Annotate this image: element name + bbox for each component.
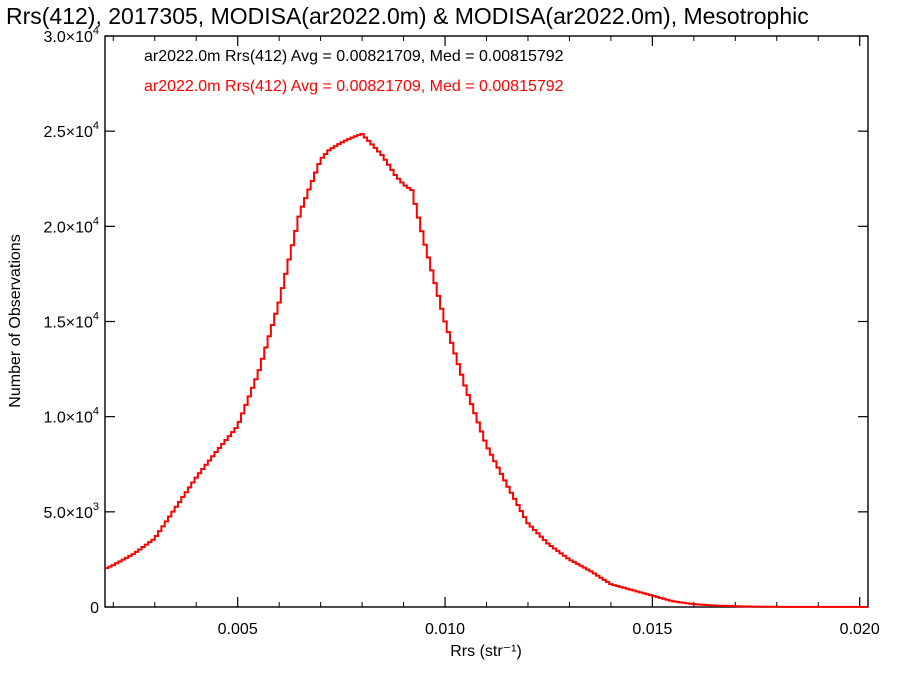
- series-layer: [105, 133, 868, 608]
- y-tick-label: 1.5×104: [43, 311, 99, 332]
- y-tick-label: 3.0×104: [43, 25, 99, 46]
- x-tick-label: 0.005: [218, 621, 258, 638]
- y-axis: 0 5.0×103 1.0×104 1.5×104 2.0×104 2.5×104 3.0×…: [43, 25, 868, 617]
- y-tick-label: 1.0×104: [43, 406, 99, 427]
- y-tick-label: 2.0×104: [43, 215, 99, 236]
- x-tick-label: 0.015: [632, 621, 672, 638]
- plot-frame: [104, 35, 869, 608]
- annotation-black: ar2022.0m Rrs(412) Avg = 0.00821709, Med…: [144, 48, 564, 65]
- y-axis-label: Number of Observations: [7, 234, 24, 407]
- y-tick-label: 5.0×103: [43, 501, 99, 522]
- x-axis: 0.005 0.010 0.015 0.020: [112, 36, 880, 638]
- x-tick-label: 0.020: [840, 621, 880, 638]
- series-line: [105, 133, 868, 608]
- y-tick-label: 2.5×104: [43, 120, 99, 141]
- x-axis-label: Rrs (str⁻¹): [450, 643, 522, 660]
- y-tick-label: 0: [90, 600, 99, 617]
- chart-title: Rrs(412), 2017305, MODISA(ar2022.0m) & M…: [6, 3, 809, 29]
- annotation-red: ar2022.0m Rrs(412) Avg = 0.00821709, Med…: [144, 78, 564, 95]
- x-tick-label: 0.010: [425, 621, 465, 638]
